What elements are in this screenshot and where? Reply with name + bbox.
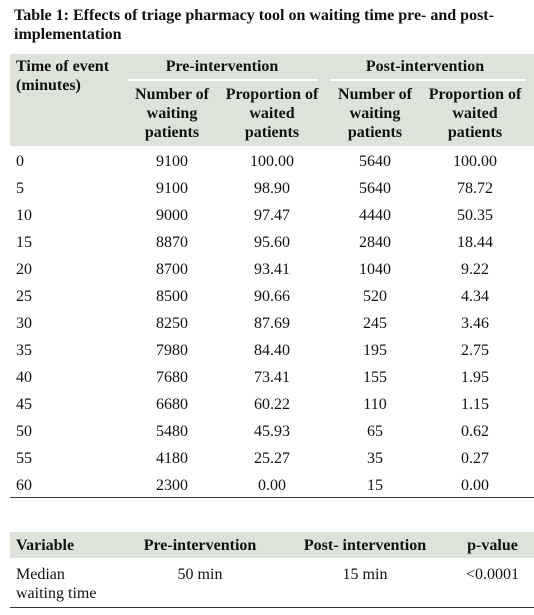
cell: 50 min [177, 566, 223, 583]
cell: 245 [363, 315, 387, 332]
cell: 9100 [156, 153, 188, 170]
group-rule [330, 79, 526, 81]
cell: 78.72 [457, 180, 493, 197]
cell: 8700 [156, 261, 188, 278]
cell: 110 [363, 396, 387, 413]
cell: 45 [16, 396, 32, 413]
header-band [10, 54, 534, 146]
cell: 93.41 [254, 261, 290, 278]
cell: 0.00 [461, 477, 489, 494]
cell: 7680 [156, 369, 188, 386]
column-header: Number of waiting patients [338, 86, 412, 141]
cell: 9.22 [461, 261, 489, 278]
cell: 18.44 [457, 234, 493, 251]
column-header: p-value [467, 537, 518, 554]
column-header: Time of event (minutes) [16, 58, 110, 94]
cell: 2300 [156, 477, 188, 494]
cell: 95.60 [254, 234, 290, 251]
cell: 25 [16, 288, 32, 305]
cell: 50.35 [457, 207, 493, 224]
cell: 0.27 [461, 450, 489, 467]
group-header: Post-intervention [365, 58, 485, 75]
cell: 40 [16, 369, 32, 386]
cell: Median waiting time [16, 566, 97, 602]
cell: 9000 [156, 207, 188, 224]
column-header: Pre-intervention [143, 537, 257, 554]
cell: 30 [16, 315, 32, 332]
cell: 4.34 [461, 288, 489, 305]
cell: 90.66 [254, 288, 290, 305]
cell: 1.95 [461, 369, 489, 386]
cell: 6680 [156, 396, 188, 413]
cell: 8250 [156, 315, 188, 332]
cell: 8500 [156, 288, 188, 305]
table-rule [10, 607, 534, 608]
cell: 100.00 [453, 153, 497, 170]
cell: 4180 [156, 450, 188, 467]
cell: 45.93 [254, 423, 290, 440]
cell: 97.47 [254, 207, 290, 224]
cell: 0 [16, 153, 24, 170]
cell: 2840 [359, 234, 391, 251]
cell: 0.00 [258, 477, 286, 494]
cell: 98.90 [254, 180, 290, 197]
cell: 4440 [359, 207, 391, 224]
cell: 7980 [156, 342, 188, 359]
cell: 0.62 [461, 423, 489, 440]
cell: 100.00 [250, 153, 294, 170]
cell: 15 min [342, 566, 388, 583]
cell: 3.46 [461, 315, 489, 332]
cell: <0.0001 [465, 566, 520, 583]
group-rule [128, 79, 318, 81]
cell: 1040 [359, 261, 391, 278]
column-header: Proportion of waited patients [428, 86, 522, 141]
cell: 15 [367, 477, 383, 494]
cell: 73.41 [254, 369, 290, 386]
column-header: Number of waiting patients [135, 86, 209, 141]
cell: 195 [363, 342, 387, 359]
cell: 65 [367, 423, 383, 440]
cell: 9100 [156, 180, 188, 197]
cell: 84.40 [254, 342, 290, 359]
cell: 35 [16, 342, 32, 359]
cell: 60.22 [254, 396, 290, 413]
cell: 1.15 [461, 396, 489, 413]
header-band [10, 532, 534, 558]
cell: 50 [16, 423, 32, 440]
cell: 60 [16, 477, 32, 494]
cell: 15 [16, 234, 32, 251]
cell: 5480 [156, 423, 188, 440]
cell: 5640 [359, 153, 391, 170]
cell: 87.69 [254, 315, 290, 332]
cell: 35 [367, 450, 383, 467]
cell: 20 [16, 261, 32, 278]
column-header: Post- intervention [303, 537, 427, 554]
cell: 10 [16, 207, 32, 224]
cell: 5640 [359, 180, 391, 197]
group-header: Pre-intervention [165, 58, 279, 75]
column-header: Proportion of waited patients [225, 86, 319, 141]
table-rule [10, 497, 534, 498]
cell: 155 [363, 369, 387, 386]
column-header: Variable [16, 537, 75, 554]
cell: 8870 [156, 234, 188, 251]
cell: 25.27 [254, 450, 290, 467]
cell: 2.75 [461, 342, 489, 359]
table-title: Table 1: Effects of triage pharmacy tool… [14, 7, 494, 43]
cell: 55 [16, 450, 32, 467]
cell: 5 [16, 180, 24, 197]
cell: 520 [363, 288, 387, 305]
